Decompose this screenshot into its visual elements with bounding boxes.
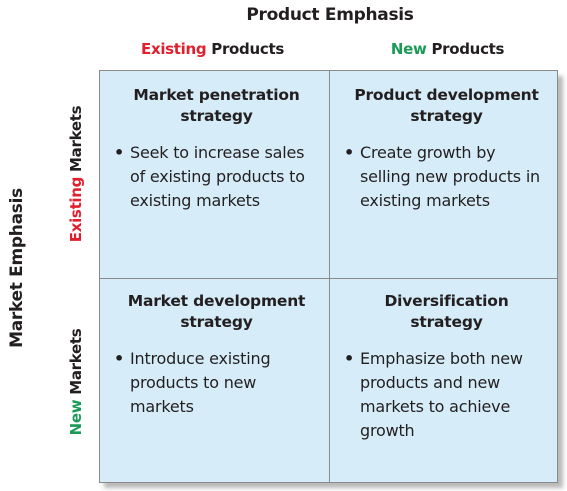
- row-header-accent: Existing: [67, 176, 85, 243]
- cell-market-development: Market development strategy • Introduce …: [100, 291, 329, 419]
- bullet-icon: •: [114, 349, 125, 368]
- bullet-icon: •: [114, 143, 125, 162]
- cell-diversification: Diversification strategy • Emphasize bot…: [330, 291, 559, 443]
- row-header-rest: Markets: [67, 105, 85, 177]
- strategy-matrix: Market penetration strategy • Seek to in…: [99, 70, 558, 483]
- column-header-new-products: New Products: [330, 40, 565, 58]
- row-header-new-markets: New Markets: [67, 329, 85, 436]
- cell-title: Product development strategy: [354, 86, 539, 125]
- cell-description: • Seek to increase sales of existing pro…: [114, 141, 319, 213]
- cell-description-text: Introduce existing products to new marke…: [130, 349, 271, 416]
- cell-market-penetration: Market penetration strategy • Seek to in…: [100, 85, 329, 213]
- cell-description-text: Create growth by selling new products in…: [360, 143, 541, 210]
- row-header-rest: Markets: [67, 328, 85, 400]
- cell-description: • Emphasize both new products and new ma…: [344, 347, 549, 443]
- row-header-accent: New: [67, 399, 85, 436]
- grid-divider-vertical: [329, 71, 330, 482]
- product-emphasis-title: Product Emphasis: [246, 5, 414, 25]
- cell-description: • Introduce existing products to new mar…: [114, 347, 319, 419]
- cell-product-development: Product development strategy • Create gr…: [330, 85, 559, 213]
- bullet-icon: •: [344, 143, 355, 162]
- column-header-existing-products: Existing Products: [95, 40, 330, 58]
- cell-description-text: Seek to increase sales of existing produ…: [130, 143, 305, 210]
- cell-title: Market penetration strategy: [133, 86, 300, 125]
- column-header-rest: Products: [206, 40, 284, 58]
- cell-description-text: Emphasize both new products and new mark…: [360, 349, 523, 440]
- cell-title: Market development strategy: [127, 292, 306, 331]
- bullet-icon: •: [344, 349, 355, 368]
- grid-divider-horizontal: [100, 278, 557, 279]
- cell-description: • Create growth by selling new products …: [344, 141, 549, 213]
- column-header-rest: Products: [426, 40, 505, 58]
- row-header-existing-markets: Existing Markets: [67, 106, 85, 242]
- column-header-accent: New: [390, 40, 427, 58]
- column-header-accent: Existing: [141, 40, 207, 58]
- cell-title: Diversification strategy: [384, 292, 509, 331]
- market-emphasis-title: Market Emphasis: [7, 188, 27, 348]
